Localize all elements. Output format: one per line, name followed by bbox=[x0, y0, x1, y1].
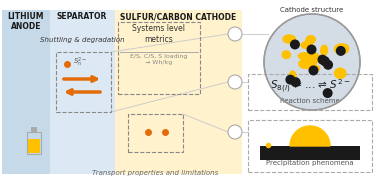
Bar bbox=[50, 10, 115, 174]
Text: SEPARATOR: SEPARATOR bbox=[57, 12, 107, 21]
Bar bbox=[260, 146, 360, 160]
Circle shape bbox=[336, 46, 346, 56]
Circle shape bbox=[228, 27, 242, 41]
Text: Transport properties and limitations: Transport properties and limitations bbox=[92, 170, 218, 176]
Bar bbox=[128, 114, 183, 152]
Ellipse shape bbox=[311, 52, 319, 63]
Ellipse shape bbox=[300, 41, 312, 49]
Circle shape bbox=[323, 60, 333, 70]
Text: Reaction scheme: Reaction scheme bbox=[280, 98, 340, 104]
Ellipse shape bbox=[305, 35, 316, 44]
Bar bbox=[2, 10, 50, 174]
Ellipse shape bbox=[313, 54, 322, 62]
Text: E/S, C/S, S loading
→ Wh/kg: E/S, C/S, S loading → Wh/kg bbox=[130, 54, 188, 65]
Circle shape bbox=[285, 75, 295, 85]
Ellipse shape bbox=[304, 59, 317, 66]
Ellipse shape bbox=[298, 58, 314, 69]
Polygon shape bbox=[290, 126, 330, 146]
Text: LITHIUM
ANODE: LITHIUM ANODE bbox=[8, 12, 44, 31]
Ellipse shape bbox=[334, 44, 350, 55]
Ellipse shape bbox=[304, 55, 318, 63]
Bar bbox=[118, 22, 200, 94]
Text: Shuttling & degradation: Shuttling & degradation bbox=[40, 37, 124, 43]
Ellipse shape bbox=[297, 52, 312, 60]
Text: Precipitation phenomena: Precipitation phenomena bbox=[266, 160, 354, 166]
Circle shape bbox=[308, 65, 319, 75]
Circle shape bbox=[318, 55, 327, 65]
Ellipse shape bbox=[304, 38, 313, 49]
Bar bbox=[115, 10, 242, 174]
Text: $S_{8(l)}$ ⇌ ... ⇌ $S^{2-}$: $S_{8(l)}$ ⇌ ... ⇌ $S^{2-}$ bbox=[270, 78, 350, 95]
Circle shape bbox=[323, 88, 333, 98]
Circle shape bbox=[228, 75, 242, 89]
Circle shape bbox=[228, 125, 242, 139]
Ellipse shape bbox=[334, 68, 347, 79]
Ellipse shape bbox=[282, 50, 291, 59]
Text: Cathode structure: Cathode structure bbox=[280, 7, 344, 13]
Text: $S_n^{2-}$: $S_n^{2-}$ bbox=[73, 55, 88, 69]
Circle shape bbox=[290, 39, 300, 50]
Circle shape bbox=[320, 56, 330, 66]
Bar bbox=[28, 139, 40, 153]
Bar bbox=[56, 52, 111, 112]
Ellipse shape bbox=[288, 70, 297, 82]
Circle shape bbox=[264, 14, 360, 110]
Ellipse shape bbox=[335, 43, 349, 50]
Ellipse shape bbox=[311, 65, 320, 72]
Text: SULFUR/CARBON CATHODE: SULFUR/CARBON CATHODE bbox=[120, 12, 236, 21]
Text: Systems level
metrics: Systems level metrics bbox=[133, 24, 186, 44]
Ellipse shape bbox=[282, 34, 296, 44]
Circle shape bbox=[291, 77, 301, 87]
Ellipse shape bbox=[303, 61, 313, 69]
Bar bbox=[248, 120, 372, 172]
Circle shape bbox=[307, 44, 316, 54]
Bar bbox=[31, 127, 37, 132]
Ellipse shape bbox=[320, 45, 328, 56]
Bar bbox=[27, 132, 41, 154]
Bar bbox=[248, 74, 372, 110]
